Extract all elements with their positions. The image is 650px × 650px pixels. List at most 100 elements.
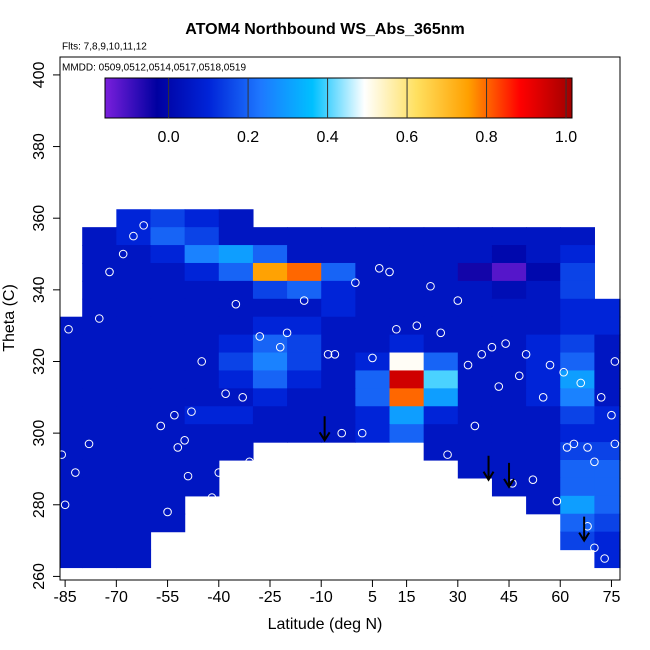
heat-cell — [150, 459, 186, 479]
heat-cell — [321, 262, 356, 282]
heat-cell — [150, 513, 186, 533]
heat-cell — [287, 316, 322, 336]
heat-cell — [526, 424, 561, 443]
heat-cell — [321, 245, 356, 264]
heat-cell — [116, 406, 152, 425]
heat-cell — [594, 370, 621, 389]
heat-cell — [594, 531, 621, 551]
chart-title: ATOM4 Northbound WS_Abs_365nm — [185, 21, 464, 38]
heat-cell — [389, 280, 425, 300]
heat-cell — [116, 513, 152, 533]
heat-cell — [491, 316, 527, 336]
sample-point — [129, 231, 138, 241]
sample-point — [443, 450, 452, 459]
heat-cell — [116, 316, 152, 336]
heat-cell — [321, 316, 356, 336]
sample-point — [323, 350, 333, 359]
sample-point — [60, 500, 70, 510]
heat-cell — [82, 477, 117, 497]
heat-cell — [82, 549, 117, 569]
heat-cell — [116, 424, 152, 443]
sample-point — [357, 428, 367, 438]
heat-cell — [218, 424, 254, 443]
heat-cell — [560, 262, 595, 282]
heat-cell — [150, 316, 186, 336]
x-tick-label: 5 — [368, 589, 377, 606]
x-tick-label: -10 — [310, 589, 333, 606]
heat-cell — [184, 406, 220, 425]
heat-cell — [321, 370, 356, 389]
heat-cell — [60, 513, 83, 533]
heat-cell — [60, 316, 83, 336]
sample-point — [197, 357, 207, 366]
sample-point — [576, 378, 586, 388]
x-tick-label: 15 — [398, 589, 416, 606]
heat-cell — [116, 245, 152, 264]
heat-cell — [150, 388, 186, 407]
heat-cell — [252, 406, 288, 425]
y-tick-label: 280 — [31, 491, 48, 518]
heat-cell — [594, 442, 621, 461]
colorbar-tick-label: 0.6 — [396, 129, 418, 146]
heat-cell — [423, 388, 459, 407]
arrow — [503, 462, 515, 489]
heat-cell — [389, 352, 425, 372]
x-tick-label: -70 — [105, 589, 128, 606]
heat-cell — [116, 459, 152, 479]
heat-cell — [60, 352, 83, 372]
heat-cell — [457, 459, 493, 479]
sample-point — [545, 360, 555, 370]
y-tick-label: 380 — [31, 133, 48, 160]
heat-cell — [594, 352, 621, 372]
heat-cell — [184, 334, 220, 354]
heat-cell — [560, 227, 595, 246]
heat-cell — [560, 406, 595, 425]
heat-cell — [60, 406, 83, 425]
heat-cell — [560, 477, 595, 497]
heat-cell — [116, 280, 152, 300]
heat-cell — [218, 245, 254, 264]
sample-point — [559, 367, 568, 377]
heat-cell — [252, 316, 288, 336]
sample-point — [71, 468, 80, 477]
sample-point — [156, 421, 166, 431]
heat-cell — [560, 370, 595, 389]
colorbar-tick-label: 0.2 — [237, 129, 259, 146]
sample-point — [596, 393, 606, 402]
heat-cell — [423, 334, 459, 354]
heat-cell — [389, 370, 425, 389]
heat-cell — [150, 209, 186, 228]
sample-point — [552, 496, 562, 506]
heat-cell — [457, 245, 493, 264]
sample-point — [139, 221, 148, 230]
heat-cell — [491, 262, 527, 282]
heat-cell — [60, 334, 83, 354]
sample-point — [337, 428, 347, 438]
sample-point — [562, 443, 572, 452]
heat-cell — [355, 406, 391, 425]
heat-cell — [287, 262, 322, 282]
heat-cell — [526, 477, 561, 497]
sample-point — [255, 332, 265, 341]
heat-cell — [594, 298, 621, 318]
sample-point — [207, 493, 217, 502]
heat-cell — [60, 388, 83, 407]
heat-cell — [150, 442, 186, 461]
heat-cell — [218, 209, 254, 228]
heat-cell — [150, 406, 186, 425]
heat-cell — [287, 352, 322, 372]
heat-cell — [184, 424, 220, 443]
arrow — [318, 416, 331, 443]
sample-point — [289, 443, 299, 452]
heat-cell — [150, 262, 186, 282]
heat-cell — [150, 245, 186, 264]
heat-cell — [218, 442, 254, 461]
heat-cell — [116, 262, 152, 282]
sample-point — [269, 443, 278, 452]
sample-point — [351, 278, 360, 287]
heat-cell — [457, 262, 493, 282]
heat-cell — [82, 334, 117, 354]
heat-cell — [526, 370, 561, 389]
heat-cell — [184, 227, 220, 246]
heat-cell — [287, 388, 322, 407]
